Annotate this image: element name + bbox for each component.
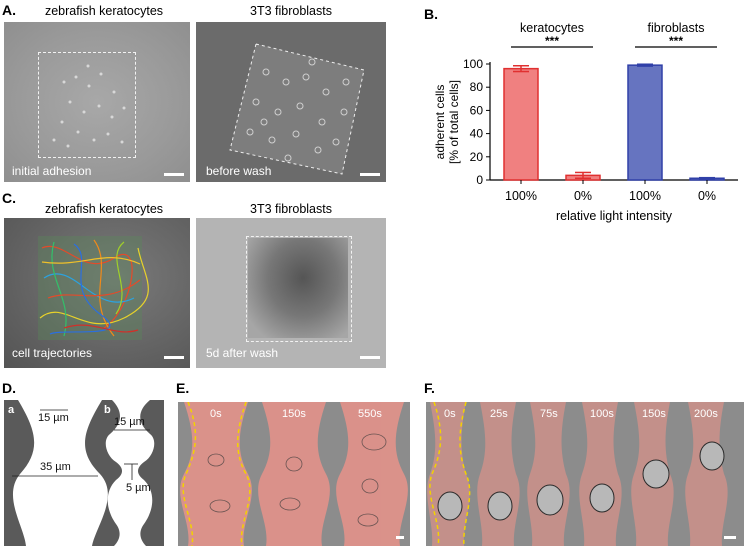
panel-a-left-caption: initial adhesion <box>12 164 92 178</box>
timestamp: 0s <box>444 408 456 420</box>
panel-c-right-title: 3T3 fibroblasts <box>250 202 332 216</box>
dimension-narrow-b: 5 µm <box>126 482 151 494</box>
dimension-wide-a: 35 µm <box>40 461 71 473</box>
y-tick-label: 60 <box>470 103 484 117</box>
timestamp: 150s <box>642 408 666 420</box>
y-tick-label: 0 <box>476 173 483 187</box>
cell-colony <box>248 238 348 338</box>
y-axis-label-line-2: [% of total cells] <box>447 80 461 164</box>
dimension-top-b: 15 µm <box>114 416 145 428</box>
scale-bar <box>396 536 404 539</box>
panel-b-label: B. <box>424 6 438 22</box>
panel-c-left-caption: cell trajectories <box>12 346 93 360</box>
panel-a-label: A. <box>2 2 16 18</box>
timestamp: 550s <box>358 408 382 420</box>
x-tick-label: 0% <box>574 189 592 203</box>
group-label: fibroblasts <box>648 21 705 35</box>
y-axis-label-line-1: adherent cells <box>433 85 447 160</box>
scale-bar <box>164 356 184 359</box>
y-tick-label: 40 <box>470 127 484 141</box>
keratocyte-cells <box>52 64 126 148</box>
panel-c-left-title: zebrafish keratocytes <box>44 202 164 216</box>
x-tick-label: 100% <box>505 189 537 203</box>
timestamp: 100s <box>590 408 614 420</box>
keratocyte-adhesion-micrograph: initial adhesion <box>4 22 190 182</box>
trajectory-tracks <box>38 236 149 340</box>
y-tick-label: 100 <box>463 57 483 71</box>
group-label: keratocytes <box>520 21 584 35</box>
panel-d-label: D. <box>2 380 16 396</box>
micropattern-shapes-diagram: a b 15 µm 35 µm 15 µm 5 µm <box>4 400 164 546</box>
illumination-pattern-outline <box>246 236 352 342</box>
timestamp: 75s <box>540 408 558 420</box>
y-tick-label: 20 <box>470 150 484 164</box>
panel-a-left-title: zebrafish keratocytes <box>44 4 164 18</box>
y-tick-label: 80 <box>470 80 484 94</box>
x-tick-label: 100% <box>629 189 661 203</box>
x-axis-label: relative light intensity <box>556 209 673 223</box>
panel-f-label: F. <box>424 380 435 396</box>
panel-a-right-caption: before wash <box>206 164 272 178</box>
timestamp: 0s <box>210 408 222 420</box>
subpanel-a-label: a <box>8 404 15 416</box>
dimension-top-a: 15 µm <box>38 412 69 424</box>
scale-bar <box>360 173 380 176</box>
timestamp: 200s <box>694 408 718 420</box>
panel-e-timelapse: 0s 150s 550s <box>178 402 410 546</box>
scale-bar <box>164 173 184 176</box>
bar <box>627 64 663 181</box>
illumination-pattern-outline <box>38 52 136 158</box>
significance-marker: *** <box>545 34 559 48</box>
cell-trajectories-micrograph: cell trajectories <box>4 218 190 368</box>
significance-marker: *** <box>669 34 683 48</box>
timestamp: 150s <box>282 408 306 420</box>
bar <box>503 67 539 181</box>
panel-a-right-title: 3T3 fibroblasts <box>250 4 332 18</box>
panel-c-right-caption: 5d after wash <box>206 346 279 360</box>
scale-bar <box>360 356 380 359</box>
panel-c-label: C. <box>2 190 16 206</box>
fibroblasts-after-wash-micrograph: 5d after wash <box>196 218 386 368</box>
scale-bar <box>724 536 736 539</box>
subpanel-b-label: b <box>104 404 111 416</box>
panel-e-label: E. <box>176 380 190 396</box>
timestamp: 25s <box>490 408 508 420</box>
fibroblast-adhesion-micrograph: before wash <box>196 22 386 182</box>
fibroblast-cells <box>229 43 365 175</box>
panel-f-timelapse: 0s 25s 75s 100s 150s 200s <box>426 402 744 546</box>
x-tick-label: 0% <box>698 189 716 203</box>
